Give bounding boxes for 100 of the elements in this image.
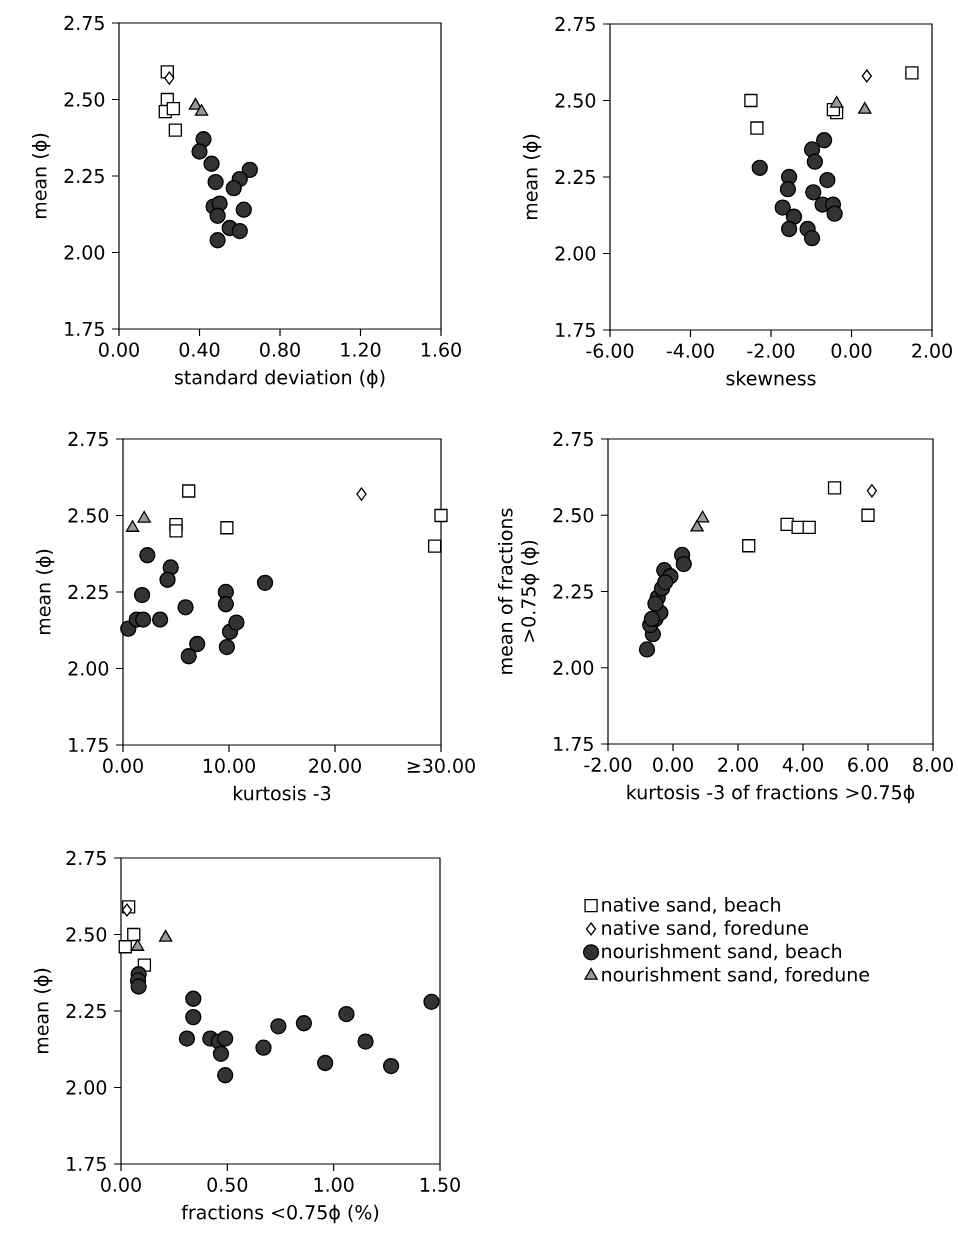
point — [130, 978, 147, 995]
point — [643, 610, 661, 628]
x-axis-title: fractions <0.75ϕ (%) — [181, 1204, 379, 1224]
y-tick-label: 2.00 — [64, 245, 105, 260]
point — [858, 102, 872, 114]
point — [423, 993, 440, 1010]
point — [803, 230, 821, 247]
x-tick-label: 0.00 — [103, 758, 143, 773]
point — [185, 990, 202, 1007]
point — [750, 121, 764, 135]
point — [217, 1030, 234, 1047]
y-tick-label: 2.75 — [64, 15, 104, 31]
y-tick-label: 1.75 — [65, 321, 104, 337]
y-tick-label: 2.50 — [66, 927, 107, 942]
point — [118, 940, 132, 954]
point — [779, 181, 797, 198]
x-tick-label: 1.50 — [420, 1177, 460, 1192]
point — [134, 611, 152, 628]
point — [209, 207, 226, 224]
y-axis-title: mean (ϕ) — [33, 968, 53, 1054]
point — [256, 574, 274, 591]
point — [690, 519, 704, 532]
point — [829, 95, 844, 108]
y-tick-label: 2.75 — [66, 850, 106, 866]
y-axis-title: mean of fractions >0.75ϕ (ϕ) — [497, 508, 540, 674]
point — [657, 574, 674, 591]
y-tick-label: 2.25 — [68, 584, 108, 600]
y-tick-label: 2.00 — [68, 661, 109, 676]
point — [241, 161, 258, 179]
y-tick-label: 2.50 — [555, 93, 596, 108]
point — [225, 180, 242, 197]
y-tick-label: 2.25 — [66, 1003, 106, 1019]
point — [133, 586, 151, 604]
x-tick-label: 1.60 — [421, 342, 461, 357]
point — [695, 510, 710, 523]
y-tick-label: 2.00 — [555, 246, 596, 261]
point — [235, 201, 252, 218]
point — [742, 539, 756, 553]
point — [194, 104, 209, 116]
point — [228, 614, 245, 631]
point — [158, 929, 173, 942]
point — [178, 1030, 196, 1047]
x-tick-label: 0.80 — [260, 342, 300, 357]
x-tick-label: 0.40 — [179, 342, 220, 357]
x-tick-label: 0.00 — [101, 1177, 141, 1192]
point — [744, 93, 758, 108]
x-tick-label: 0.00 — [653, 757, 693, 772]
x-tick-label: 2.00 — [912, 343, 952, 358]
point — [638, 641, 656, 658]
y-tick-label: 2.50 — [553, 508, 594, 523]
y-tick-label: 2.75 — [553, 431, 593, 447]
x-tick-label: 0.00 — [831, 343, 872, 358]
legend-label: native sand, foredune — [602, 920, 808, 938]
point — [317, 1054, 334, 1072]
x-tick-label: ≥30.00 — [407, 758, 475, 773]
y-tick-label: 2.75 — [68, 431, 108, 447]
point — [434, 508, 448, 523]
point — [130, 939, 145, 951]
y-tick-label: 2.75 — [555, 16, 595, 32]
y-tick-label: 2.25 — [553, 584, 593, 599]
y-tick-label: 1.75 — [554, 736, 593, 752]
x-tick-label: 8.00 — [913, 757, 953, 772]
y-tick-label: 1.75 — [69, 737, 108, 753]
point — [774, 199, 791, 216]
point — [139, 547, 156, 564]
point — [159, 571, 176, 588]
point — [647, 595, 664, 612]
point — [802, 520, 816, 535]
point — [905, 66, 919, 80]
y-axis-title: mean (ϕ) — [35, 549, 55, 635]
point — [185, 1008, 202, 1026]
point — [751, 159, 768, 176]
x-tick-label: 1.20 — [341, 342, 381, 357]
point — [861, 69, 872, 83]
point — [182, 484, 196, 498]
point — [177, 599, 194, 616]
x-tick-label: 1.00 — [314, 1177, 354, 1192]
x-tick-label: 10.00 — [203, 758, 255, 773]
y-tick-label: 2.50 — [68, 508, 109, 523]
point — [357, 1033, 374, 1050]
y-axis-title: mean (ϕ) — [522, 134, 542, 220]
x-tick-label: -4.00 — [666, 343, 714, 358]
point — [826, 205, 843, 222]
point — [125, 520, 140, 532]
point — [127, 927, 141, 942]
y-axis-title: mean (ϕ) — [31, 133, 51, 219]
point — [203, 155, 220, 172]
x-tick-label: -6.00 — [586, 343, 634, 358]
point — [137, 510, 151, 523]
y-tick-label: 2.25 — [555, 169, 595, 185]
point — [217, 1067, 234, 1084]
point — [220, 521, 234, 535]
y-tick-label: 2.50 — [64, 92, 105, 107]
point — [815, 132, 833, 149]
x-tick-label: 0.00 — [99, 342, 139, 357]
point — [861, 508, 875, 522]
y-tick-label: 1.75 — [556, 322, 595, 338]
point — [427, 539, 442, 553]
point — [805, 184, 822, 201]
point — [209, 232, 226, 249]
